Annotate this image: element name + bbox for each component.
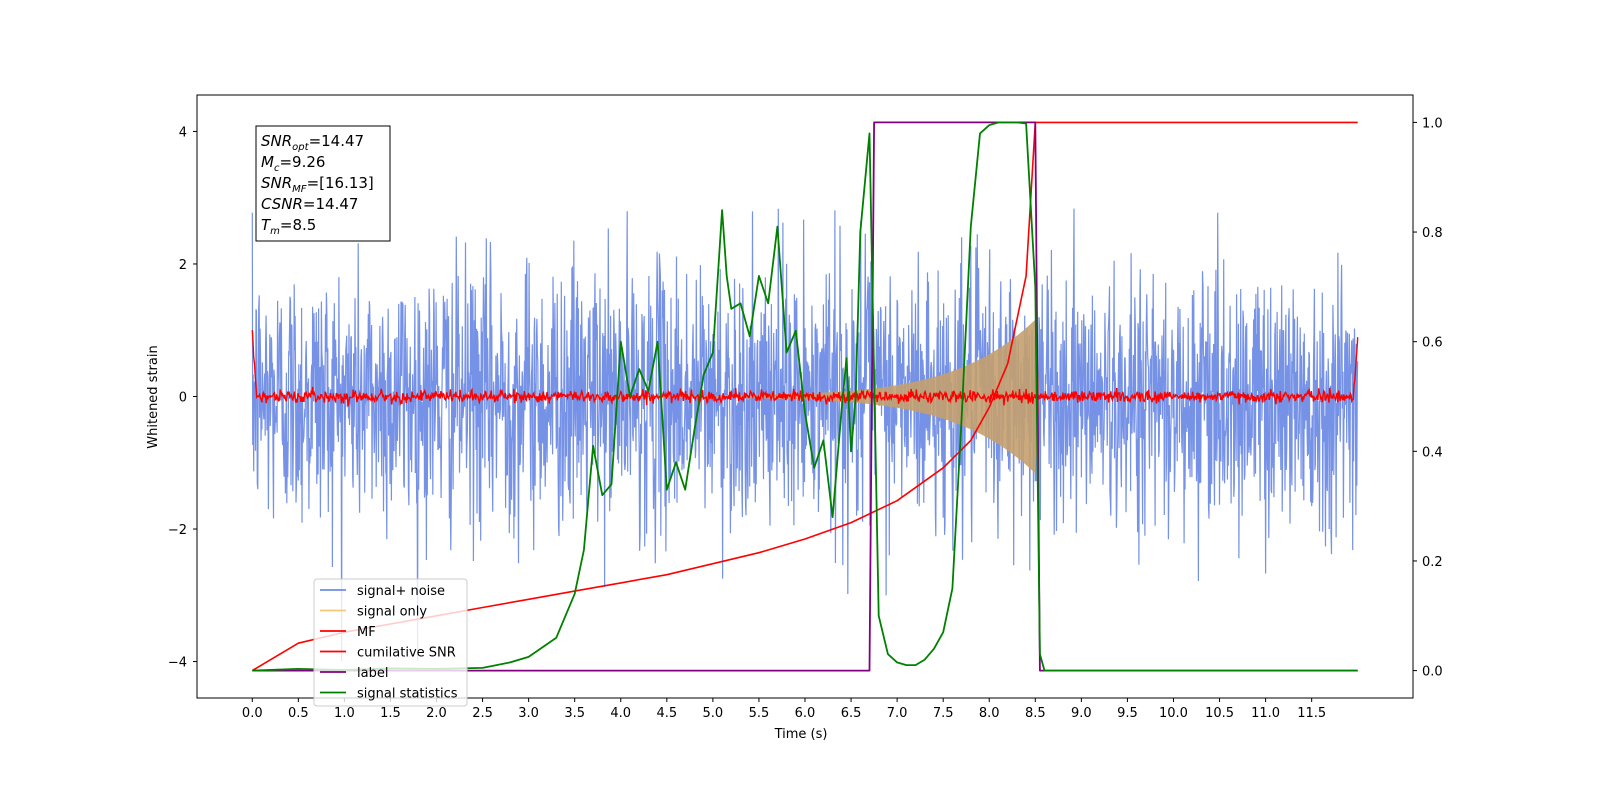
y-tick-label: 4 [179,125,187,140]
y-tick-label: −2 [168,523,187,538]
legend-label: MF [357,625,376,640]
x-tick-label: 1.0 [334,706,355,721]
legend-label: signal+ noise [357,584,445,599]
x-tick-label: 11.5 [1297,706,1326,721]
x-tick-label: 0.5 [288,706,309,721]
series-signal-noise [251,208,1359,661]
x-tick-label: 2.5 [472,706,493,721]
y-axis-left-ticks: 4 2 0 −2 −4 [168,125,197,671]
x-tick-label: 8.5 [1025,706,1046,721]
legend-frame [313,578,468,707]
x-tick-label: 3.0 [518,706,539,721]
y2-tick-label: 0.4 [1422,445,1443,460]
annotation-line: SNRopt=14.47 [261,132,364,153]
x-tick-label: 7.0 [887,706,908,721]
annotation-line: CSNR=14.47 [261,195,358,213]
legend-label: signal only [357,605,427,620]
y2-tick-label: 0.8 [1422,226,1443,241]
annotation-frame [255,125,391,242]
y-axis-right-ticks: 1.0 0.8 0.6 0.4 0.2 0.0 [1413,116,1443,680]
x-tick-label: 6.0 [795,706,816,721]
y2-tick-label: 0.0 [1422,665,1443,680]
x-tick-label: 0.0 [242,706,263,721]
legend-label: label [357,666,388,681]
x-tick-label: 9.5 [1117,706,1138,721]
series-signal-statistics [252,121,1358,672]
legend: signal+ noise signal only MF cumilative SNR… [313,578,468,707]
series-mf [251,330,1359,407]
y2-tick-label: 1.0 [1422,116,1443,131]
x-tick-label: 2.0 [426,706,447,721]
annotation-line: Tm=8.5 [261,216,316,237]
y2-tick-label: 0.6 [1422,336,1443,351]
x-tick-label: 10.0 [1159,706,1188,721]
y-tick-label: 2 [179,258,187,273]
annotation-line: Mc=9.26 [261,153,325,174]
x-axis-ticks: 0.0 0.5 1.0 1.5 2.0 2.5 3.0 3.5 4.0 4.5 5.0 5.5 6.0 6… [242,698,1326,721]
x-tick-label: 3.5 [564,706,585,721]
x-tick-label: 4.0 [610,706,631,721]
y-tick-label: 0 [179,391,187,406]
x-tick-label: 7.5 [933,706,954,721]
x-tick-label: 1.5 [380,706,401,721]
x-tick-label: 6.5 [841,706,862,721]
x-tick-label: 5.5 [749,706,770,721]
x-tick-label: 8.0 [979,706,1000,721]
y-axis-label: Whitened strain [146,345,161,448]
annotation-box: SNRopt=14.47Mc=9.26SNRMF=[16.13]CSNR=14.… [255,125,391,242]
annotation-line: SNRMF=[16.13] [261,174,374,195]
x-tick-label: 11.0 [1251,706,1280,721]
x-tick-label: 4.5 [656,706,677,721]
x-axis-label: Time (s) [774,727,828,742]
legend-label: cumilative SNR [357,646,456,661]
x-tick-label: 10.5 [1205,706,1234,721]
y-tick-label: −4 [168,656,187,671]
x-tick-label: 9.0 [1071,706,1092,721]
legend-label: signal statistics [357,687,458,702]
x-tick-label: 5.0 [703,706,724,721]
y2-tick-label: 0.2 [1422,555,1443,570]
